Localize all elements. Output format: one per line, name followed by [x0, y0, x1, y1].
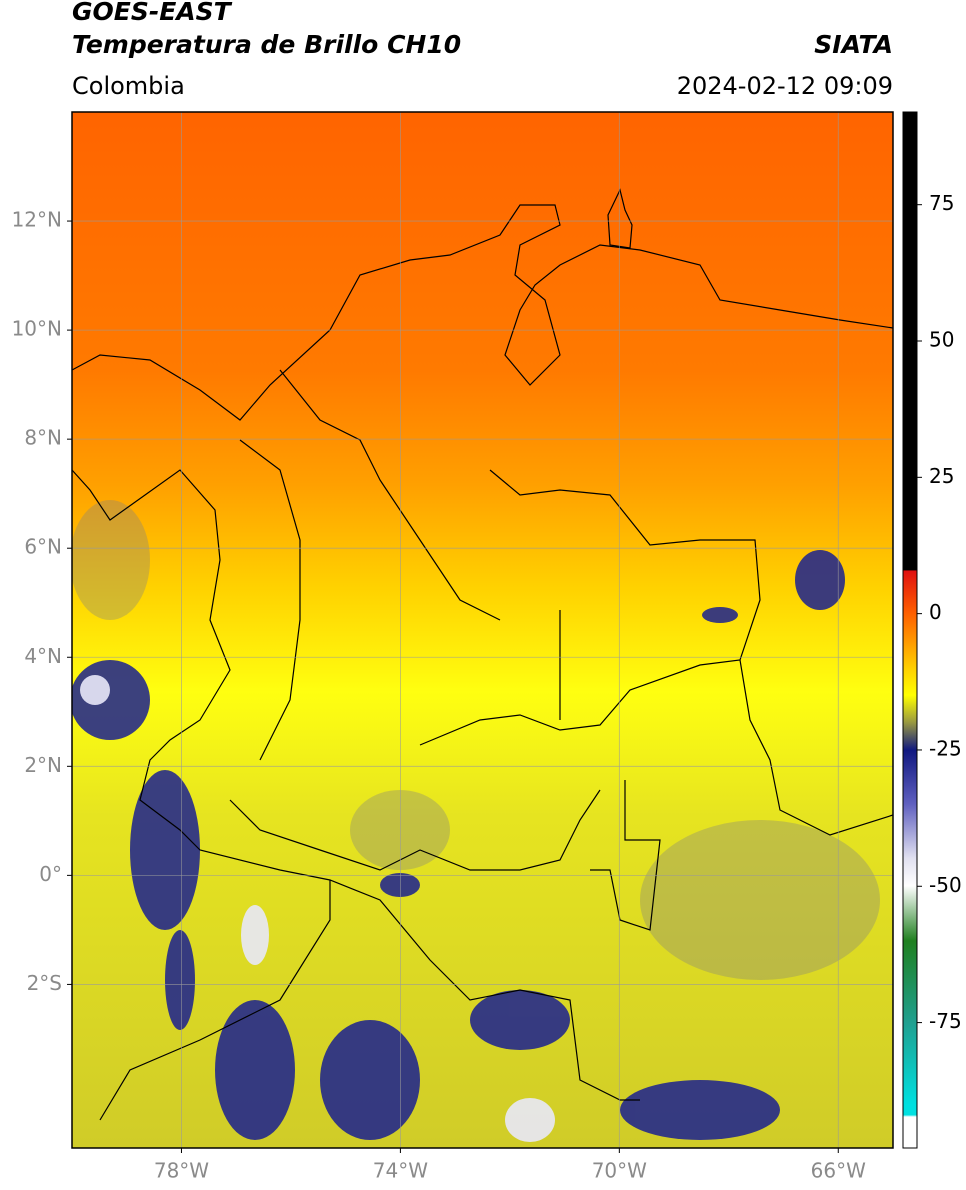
colorbar-label: -25: [929, 736, 962, 760]
colorbar-label: 25: [929, 464, 954, 488]
colorbar: [902, 111, 918, 1149]
coldest-clouds: [80, 675, 555, 1142]
colorbar-label: -50: [929, 873, 962, 897]
colorbar-label: 0: [929, 600, 942, 624]
title: GOES-EAST: [72, 0, 233, 26]
borders: [72, 188, 893, 1121]
x-tick-label: 66°W: [811, 1159, 866, 1183]
y-tick-label: 2°N: [24, 753, 62, 777]
source: SIATA: [814, 30, 893, 59]
y-tick-label: 12°N: [12, 208, 62, 232]
x-tick-label: 70°W: [592, 1159, 647, 1183]
region: Colombia: [72, 72, 185, 100]
product: Temperatura de Brillo CH10: [72, 30, 461, 59]
graticule: [72, 112, 893, 1148]
colorbar-label: 75: [929, 191, 954, 215]
imagery: [72, 112, 893, 1148]
y-tick-label: 10°N: [12, 317, 62, 341]
datetime: 2024-02-12 09:09: [677, 72, 893, 100]
y-tick-label: 8°N: [24, 426, 62, 450]
colorbar-label: 50: [929, 328, 954, 352]
map-frame: [71, 111, 894, 1149]
cold-clouds: [72, 550, 845, 1140]
x-tick-label: 78°W: [154, 1159, 209, 1183]
y-tick-label: 4°N: [24, 644, 62, 668]
y-tick-label: 6°N: [24, 535, 62, 559]
x-tick-label: 74°W: [373, 1159, 428, 1183]
y-tick-label: 2°S: [27, 971, 62, 995]
colorbar-label: -75: [929, 1009, 962, 1033]
background: [72, 112, 893, 1148]
y-tick-label: 0°: [39, 862, 62, 886]
